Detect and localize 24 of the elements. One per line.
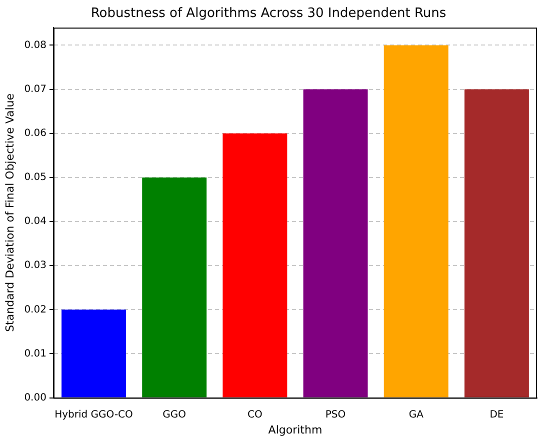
y-axis-title: Standard Deviation of Final Objective Value <box>3 93 16 332</box>
y-tick-label: 0.06 <box>24 128 46 139</box>
chart-title: Robustness of Algorithms Across 30 Independent Runs <box>90 6 446 22</box>
y-tick-label: 0.05 <box>24 172 46 184</box>
bar <box>222 133 288 398</box>
x-tick-label: CO <box>248 409 262 420</box>
bar <box>384 45 448 398</box>
bar <box>464 89 529 398</box>
x-axis-title: Algorithm <box>268 423 322 436</box>
y-tick-label: 0.01 <box>24 348 46 360</box>
y-tick-label: 0.00 <box>24 392 46 404</box>
y-tick-label: 0.08 <box>24 40 46 51</box>
x-tick-label: GA <box>408 409 424 420</box>
x-tick-label: DE <box>490 409 504 420</box>
bar <box>142 177 207 398</box>
y-tick-label: 0.02 <box>24 304 46 316</box>
x-tick-label: PSO <box>325 409 346 420</box>
bar <box>62 310 126 398</box>
y-tick-label: 0.04 <box>24 216 46 228</box>
y-tick-label: 0.07 <box>24 84 46 95</box>
bar <box>303 89 368 398</box>
y-tick-label: 0.03 <box>24 260 46 272</box>
x-tick-label: Hybrid GGO-CO <box>54 409 134 420</box>
x-tick-label: GGO <box>162 409 186 420</box>
